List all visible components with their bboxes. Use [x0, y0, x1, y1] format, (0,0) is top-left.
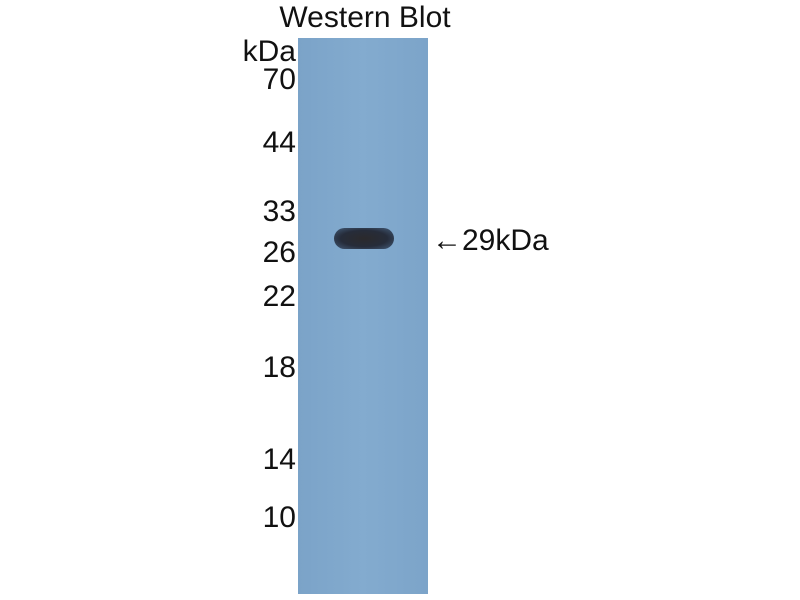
marker-14: 14	[262, 443, 296, 476]
unit-label: kDa	[242, 35, 296, 68]
marker-22: 22	[262, 280, 296, 313]
protein-band	[334, 228, 394, 249]
marker-33: 33	[262, 195, 296, 228]
figure-title: Western Blot	[279, 1, 451, 34]
marker-70: 70	[262, 63, 296, 96]
marker-44: 44	[262, 126, 296, 159]
marker-10: 10	[262, 501, 296, 534]
band-annotation: ←29kDa	[432, 226, 549, 256]
marker-26: 26	[262, 236, 296, 269]
blot-membrane	[298, 38, 428, 594]
left-arrow-icon: ←	[432, 224, 462, 257]
marker-18: 18	[262, 351, 296, 384]
band-size-label: 29kDa	[462, 224, 549, 257]
